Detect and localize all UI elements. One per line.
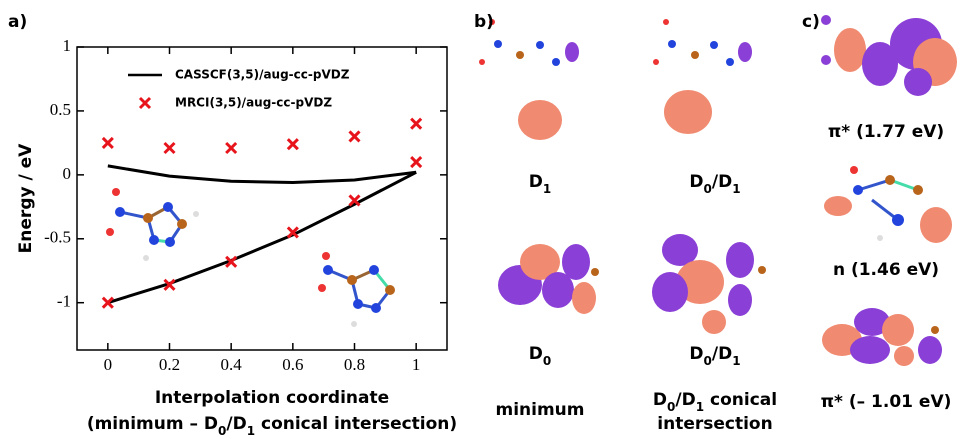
subscript: 1 — [247, 424, 255, 438]
text-part: (minimum – D — [87, 414, 218, 434]
orbital-caption: D0/D1 — [689, 172, 740, 196]
x-tick-label: 0.6 — [282, 355, 303, 374]
x-axis-label: (minimum – D0/D1 conical intersection) — [87, 414, 457, 438]
y-tick-label: 0.5 — [50, 100, 71, 119]
data-point — [103, 138, 113, 148]
x-tick-label: 0 — [104, 355, 113, 374]
orbital-caption: D1 — [529, 172, 551, 196]
panel-label: c) — [802, 12, 820, 32]
y-tick-label: -0.5 — [44, 228, 71, 247]
y-tick-label: 1 — [63, 36, 72, 55]
text-part: conical intersection) — [255, 414, 457, 434]
legend-swatch — [140, 98, 150, 108]
subscript: 1 — [732, 182, 740, 196]
panel-label: b) — [474, 12, 494, 32]
x-axis-label: Interpolation coordinate — [155, 388, 389, 408]
figure: a) Energy / eV Interpolation coordinate (mi… — [0, 0, 960, 439]
subscript: 0 — [218, 424, 226, 438]
text-part: D — [653, 390, 667, 410]
data-point — [165, 143, 175, 153]
text-part: D — [689, 172, 703, 192]
text-part: /D — [712, 172, 732, 192]
subscript: 1 — [732, 354, 740, 368]
text-part: conical — [704, 390, 777, 410]
data-point — [411, 119, 421, 129]
text-part: /D — [675, 390, 695, 410]
data-point — [411, 157, 421, 167]
legend-label: MRCI(3,5)/aug-cc-pVDZ — [175, 96, 332, 110]
y-tick-label: 0 — [63, 164, 72, 183]
orbital-image — [652, 234, 766, 334]
orbital-caption: n (1.46 eV) — [833, 260, 939, 280]
text-part: minimum — [495, 400, 584, 420]
subscript: 1 — [696, 400, 704, 414]
data-point — [288, 139, 298, 149]
column-label: D0/D1 conical — [653, 390, 777, 414]
data-point — [350, 131, 360, 141]
orbital-image — [822, 308, 942, 366]
column-label: minimum — [495, 400, 584, 420]
subscript: 0 — [667, 400, 675, 414]
orbital-image — [824, 166, 952, 243]
plot-frame — [77, 47, 447, 350]
panel-label: a) — [8, 12, 27, 32]
orbital-image — [498, 244, 599, 314]
x-tick-label: 0.4 — [221, 355, 243, 374]
subscript: 1 — [543, 182, 551, 196]
orbital-image — [653, 19, 752, 134]
data-point — [226, 143, 236, 153]
x-tick-label: 1 — [412, 355, 421, 374]
y-axis-label: Energy / eV — [16, 143, 36, 253]
text-part: /D — [226, 414, 246, 434]
molecule-inset — [318, 252, 395, 327]
column-label: intersection — [657, 414, 772, 434]
text-part: D — [689, 344, 703, 364]
orbital-caption: D0/D1 — [689, 344, 740, 368]
text-part: /D — [712, 344, 732, 364]
curve — [108, 166, 416, 183]
subscript: 0 — [704, 354, 712, 368]
orbital-caption: π* (– 1.01 eV) — [821, 392, 952, 412]
subscript: 0 — [543, 354, 551, 368]
x-tick-label: 0.2 — [159, 355, 180, 374]
x-tick-label: 0.8 — [344, 355, 365, 374]
text-part: D — [529, 172, 543, 192]
y-tick-label: -1 — [57, 292, 71, 311]
orbital-caption: D0 — [529, 344, 551, 368]
orbital-caption: π* (1.77 eV) — [828, 122, 944, 142]
text-part: D — [529, 344, 543, 364]
legend-label: CASSCF(3,5)/aug-cc-pVDZ — [175, 68, 350, 82]
orbital-image — [821, 15, 957, 96]
orbital-image — [479, 19, 579, 140]
subscript: 0 — [704, 182, 712, 196]
molecule-inset — [106, 188, 199, 261]
